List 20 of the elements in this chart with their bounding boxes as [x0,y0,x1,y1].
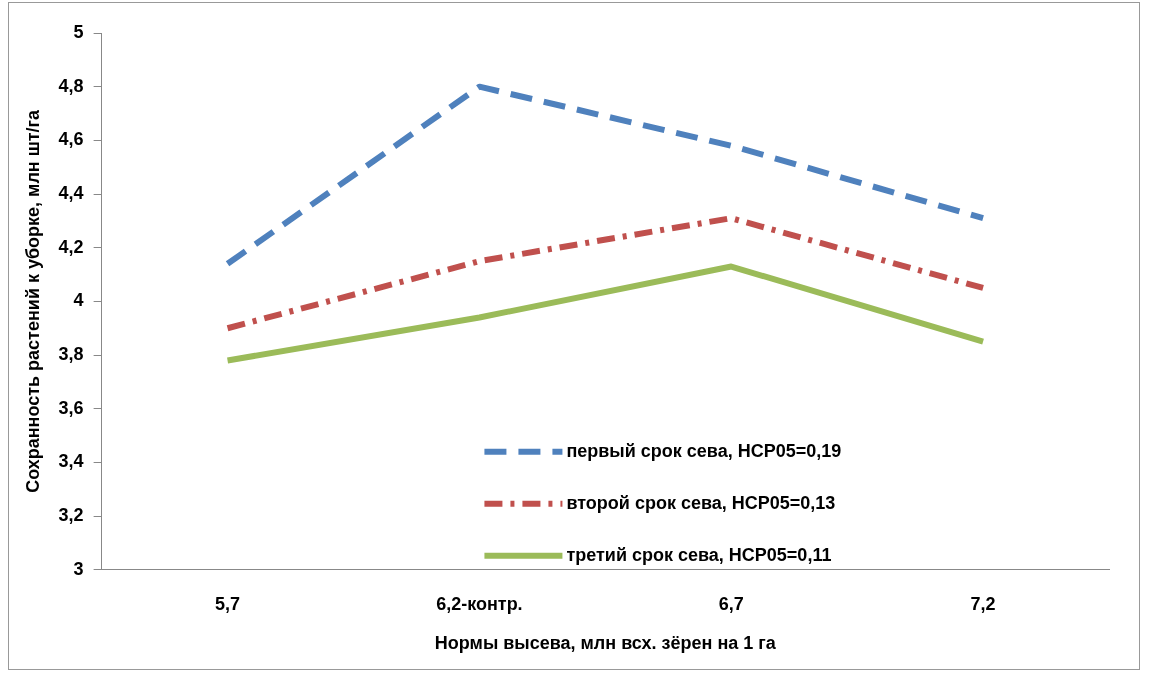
y-tick-label: 5 [73,21,84,42]
y-tick-label: 3,8 [58,344,84,365]
legend-label: второй срок сева, НСР05=0,13 [566,492,836,513]
y-tick-label: 3 [73,558,84,579]
y-tick-label: 4,2 [58,236,84,257]
y-tick-label: 4 [73,290,84,311]
y-tick-label: 3,2 [58,505,84,526]
y-axis-title: Сохранность растений к уборке, млн шт/га [22,108,43,493]
x-tick-label: 7,2 [970,593,996,614]
x-tick-label: 6,7 [718,593,744,614]
y-tick-label: 3,4 [58,451,84,472]
y-tick-label: 4,8 [58,75,84,96]
y-tick-label: 3,6 [58,397,84,418]
y-tick-label: 4,4 [58,183,84,204]
x-tick-label: 5,7 [215,593,241,614]
x-axis-title: Нормы высева, млн всх. зёрен на 1 га [434,633,777,654]
y-tick-label: 4,6 [58,129,84,150]
legend-label: первый срок сева, НСР05=0,19 [566,440,842,461]
legend-label: третий срок сева, НСР05=0,11 [566,544,832,565]
x-tick-label: 6,2-контр. [436,593,523,614]
